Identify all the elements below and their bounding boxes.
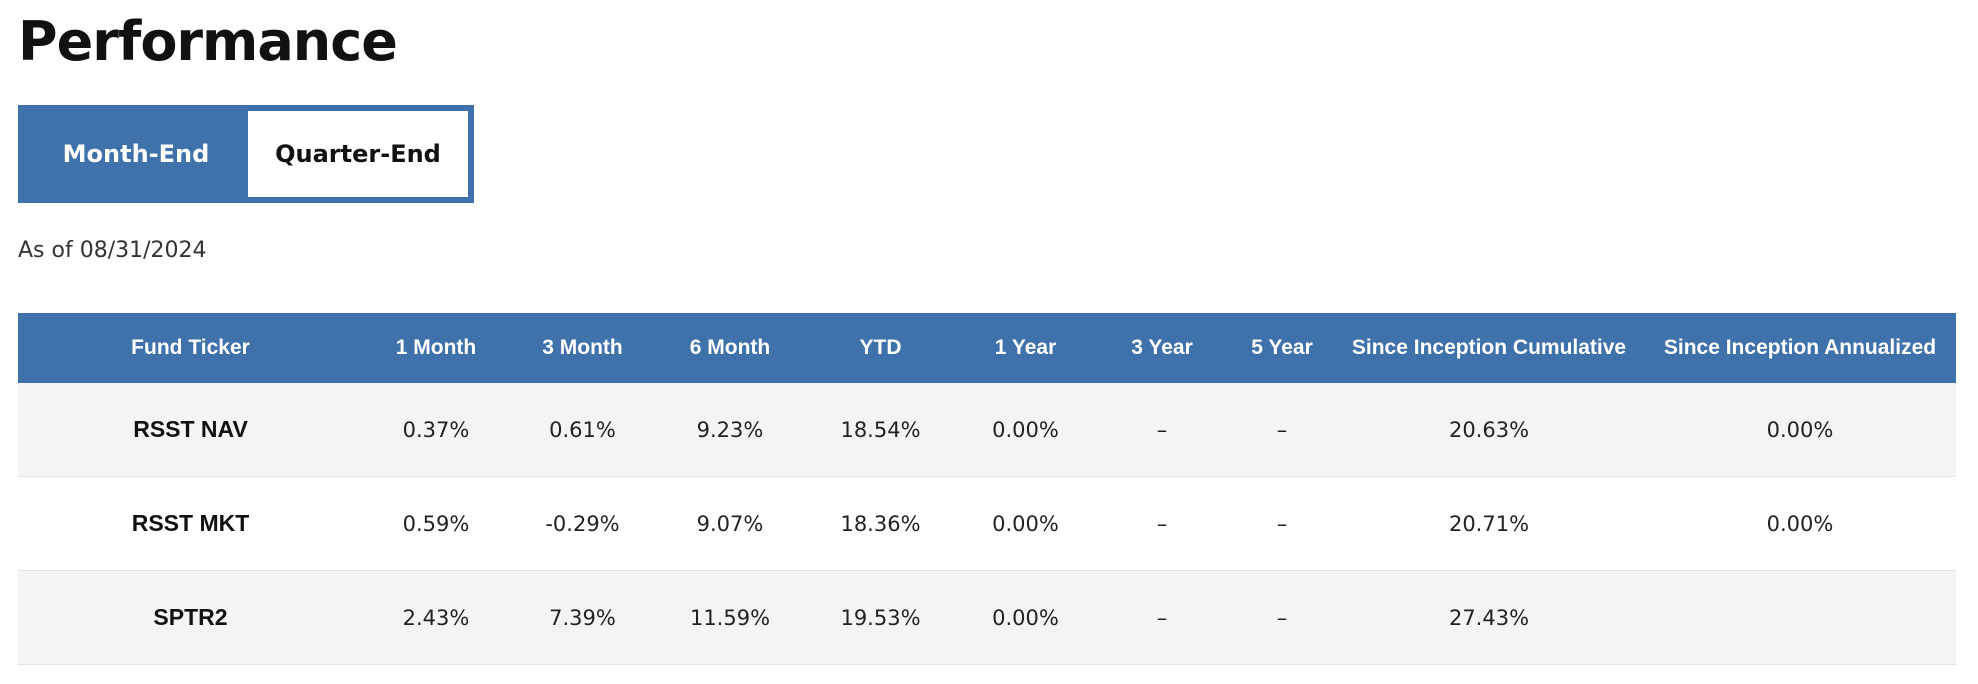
table-cell: – [1094,383,1230,477]
table-cell: – [1230,383,1334,477]
table-cell: 2.43% [363,570,509,665]
table-cell: 20.63% [1334,383,1644,477]
table-cell: 0.00% [1644,383,1956,477]
column-header-5-year: 5 Year [1230,313,1334,383]
column-header-ytd: YTD [804,313,957,383]
fund-ticker-cell: RSST MKT [18,476,363,571]
column-header-6-month: 6 Month [656,313,804,383]
table-cell: 11.59% [656,570,804,665]
table-row: RSST MKT 0.59% -0.29% 9.07% 18.36% 0.00%… [18,476,1956,571]
table-cell: 7.39% [509,570,656,665]
table-cell: – [1094,476,1230,571]
fund-ticker-cell: SPTR2 [18,570,363,665]
column-header-since-inception-annualized: Since Inception Annualized [1644,313,1956,383]
table-cell: 0.59% [363,476,509,571]
tab-quarter-end[interactable]: Quarter-End [248,111,468,197]
table-cell: 18.54% [804,383,957,477]
table-cell: – [1094,570,1230,665]
table-cell: -0.29% [509,476,656,571]
table-cell: 20.71% [1334,476,1644,571]
column-header-3-month: 3 Month [509,313,656,383]
fund-ticker-cell: RSST NAV [18,383,363,477]
table-cell: 9.07% [656,476,804,571]
column-header-3-year: 3 Year [1094,313,1230,383]
as-of-date: As of 08/31/2024 [18,238,207,263]
page-title: Performance [18,10,398,73]
column-header-since-inception-cumulative: Since Inception Cumulative [1334,313,1644,383]
performance-table: Fund Ticker 1 Month 3 Month 6 Month YTD … [18,313,1956,665]
table-cell: 27.43% [1334,570,1644,665]
table-cell: 0.00% [957,383,1094,477]
table-row: RSST NAV 0.37% 0.61% 9.23% 18.54% 0.00% … [18,383,1956,477]
column-header-1-month: 1 Month [363,313,509,383]
table-cell: 0.00% [1644,476,1956,571]
table-cell: 19.53% [804,570,957,665]
column-header-1-year: 1 Year [957,313,1094,383]
table-row: SPTR2 2.43% 7.39% 11.59% 19.53% 0.00% – … [18,570,1956,665]
table-cell: 18.36% [804,476,957,571]
table-cell: 9.23% [656,383,804,477]
table-cell: – [1230,570,1334,665]
table-cell: 0.61% [509,383,656,477]
table-header-row: Fund Ticker 1 Month 3 Month 6 Month YTD … [18,313,1956,383]
table-cell: 0.00% [957,476,1094,571]
table-cell [1644,570,1956,665]
column-header-fund-ticker: Fund Ticker [18,313,363,383]
period-tab-group: Month-End Quarter-End [18,105,474,203]
table-cell: 0.37% [363,383,509,477]
table-cell: – [1230,476,1334,571]
table-cell: 0.00% [957,570,1094,665]
tab-month-end[interactable]: Month-End [24,111,248,197]
